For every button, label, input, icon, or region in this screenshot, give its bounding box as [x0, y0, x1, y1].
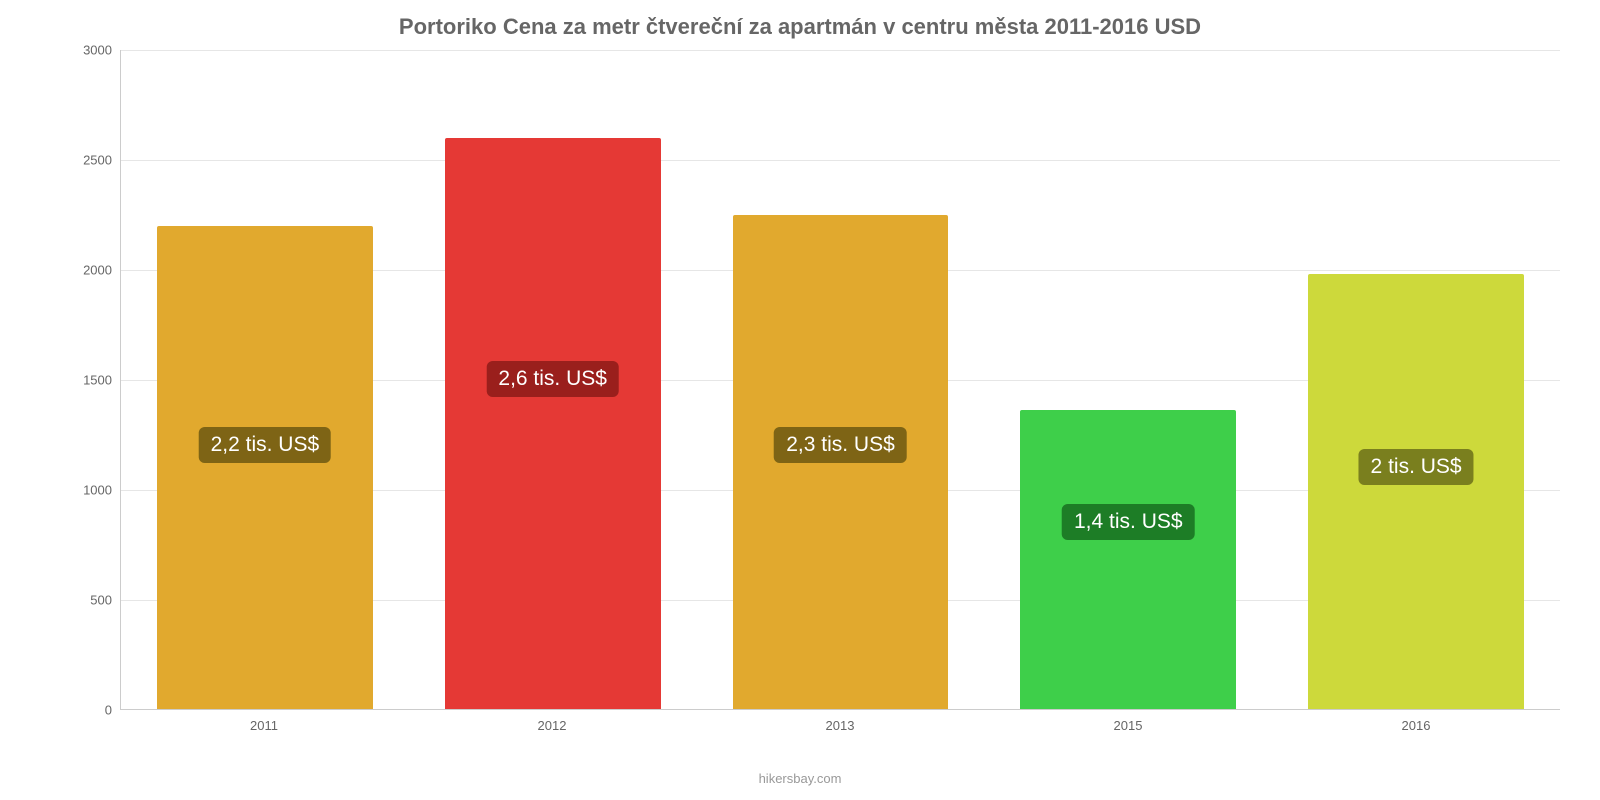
x-tick-label: 2013 — [696, 710, 984, 740]
bar-slot: 1,4 tis. US$ — [984, 50, 1272, 709]
plot-area: 2,2 tis. US$ 2,6 tis. US$ 2,3 tis. US$ 1,4 … — [120, 50, 1560, 710]
bar — [157, 226, 373, 709]
bar-slot: 2,3 tis. US$ — [697, 50, 985, 709]
y-tick-label: 2000 — [52, 263, 112, 278]
x-tick-label: 2011 — [120, 710, 408, 740]
bar-value-label: 2,2 tis. US$ — [199, 427, 332, 463]
y-tick-label: 3000 — [52, 43, 112, 58]
chart-title: Portoriko Cena za metr čtvereční za apar… — [0, 0, 1600, 46]
bar-slot: 2 tis. US$ — [1272, 50, 1560, 709]
bar-value-label: 2 tis. US$ — [1359, 449, 1474, 485]
bar-value-label: 2,3 tis. US$ — [774, 427, 907, 463]
bar — [1308, 274, 1524, 709]
y-tick-label: 2500 — [52, 153, 112, 168]
y-tick-label: 0 — [52, 703, 112, 718]
y-tick-label: 1500 — [52, 373, 112, 388]
bar-slot: 2,6 tis. US$ — [409, 50, 697, 709]
x-tick-label: 2016 — [1272, 710, 1560, 740]
attribution-text: hikersbay.com — [0, 771, 1600, 786]
y-tick-label: 500 — [52, 593, 112, 608]
x-tick-label: 2015 — [984, 710, 1272, 740]
chart-area: 2,2 tis. US$ 2,6 tis. US$ 2,3 tis. US$ 1,4 … — [80, 50, 1560, 730]
bar — [1020, 410, 1236, 709]
x-tick-label: 2012 — [408, 710, 696, 740]
y-tick-label: 1000 — [52, 483, 112, 498]
bar-value-label: 2,6 tis. US$ — [486, 361, 619, 397]
bar-slot: 2,2 tis. US$ — [121, 50, 409, 709]
bars-container: 2,2 tis. US$ 2,6 tis. US$ 2,3 tis. US$ 1,4 … — [121, 50, 1560, 709]
x-axis: 20112012201320152016 — [120, 710, 1560, 740]
bar-value-label: 1,4 tis. US$ — [1062, 504, 1195, 540]
bar — [445, 138, 661, 709]
